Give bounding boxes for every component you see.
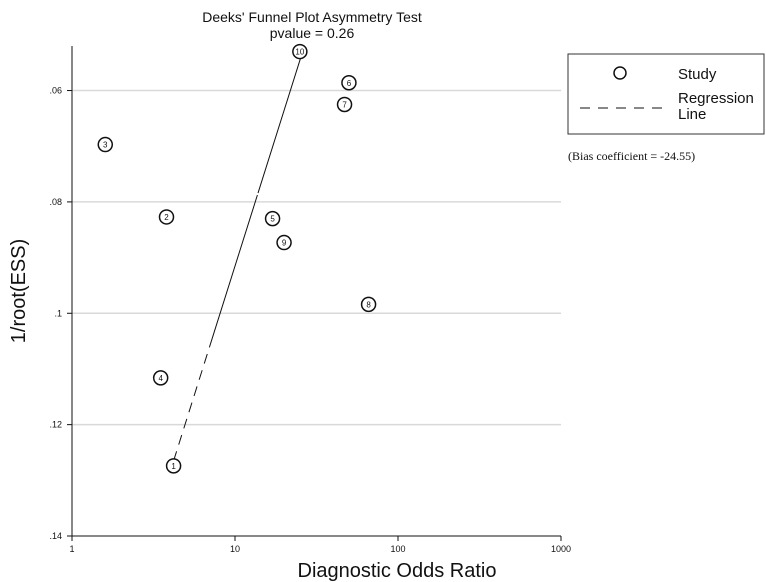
- legend-regression-label-2: Line: [678, 106, 706, 123]
- study-marker: [264, 210, 281, 227]
- legend-study-marker: [613, 66, 627, 80]
- study-label: 9: [282, 239, 287, 248]
- data-points: 1 2 3 4 5 6 7 8 9 10: [97, 43, 377, 474]
- regression-line-layer: [173, 51, 304, 461]
- study-point: 2: [158, 209, 175, 225]
- study-label: 10: [295, 48, 304, 57]
- bias-coefficient-note: (Bias coefficient = -24.55): [568, 149, 695, 163]
- y-axis-label: 1/root(ESS): [8, 239, 30, 343]
- study-marker: [152, 370, 169, 386]
- study-marker: [97, 136, 114, 153]
- study-point: 6: [341, 75, 357, 91]
- study-marker: [165, 458, 182, 474]
- x-tick-label: 10: [230, 544, 240, 554]
- study-point: 8: [360, 296, 377, 313]
- study-label: 7: [342, 100, 347, 109]
- study-point: 10: [292, 43, 308, 60]
- study-point: 7: [336, 96, 353, 113]
- study-label: 3: [103, 141, 108, 150]
- legend-box: [567, 53, 765, 135]
- study-marker: [158, 209, 175, 225]
- study-marker: [292, 43, 308, 60]
- x-tick-label: 1: [69, 544, 74, 554]
- regression-line: [211, 51, 304, 339]
- study-point: 9: [276, 234, 292, 251]
- chart-title: Deeks' Funnel Plot Asymmetry Test: [202, 9, 422, 25]
- x-tick-label: 100: [390, 544, 405, 554]
- y-tick-label: .12: [49, 420, 62, 430]
- study-marker: [360, 296, 377, 313]
- study-marker: [276, 234, 292, 251]
- study-label: 8: [366, 300, 371, 309]
- gridlines: [72, 89, 561, 426]
- chart-subtitle: pvalue = 0.26: [270, 25, 355, 41]
- study-marker: [336, 96, 353, 113]
- study-label: 1: [171, 462, 176, 471]
- study-label: 2: [164, 213, 169, 222]
- y-tick-label: .06: [49, 86, 62, 96]
- study-label: 4: [158, 374, 163, 383]
- study-marker: [341, 75, 357, 91]
- study-point: 4: [152, 370, 169, 386]
- axes: .06 .08 .1 .12 .14 1 10 100 1000: [49, 46, 571, 554]
- study-point: 5: [264, 210, 281, 227]
- study-point: 3: [97, 136, 114, 153]
- regression-line: [173, 337, 213, 461]
- legend-regression-label-1: Regression: [678, 90, 754, 107]
- legend-study-label: Study: [678, 66, 717, 83]
- y-tick-label: .08: [49, 197, 62, 207]
- y-tick-label: .1: [54, 308, 62, 318]
- study-point: 1: [165, 458, 182, 474]
- x-axis-label: Diagnostic Odds Ratio: [298, 560, 497, 582]
- study-label: 5: [270, 215, 275, 224]
- y-tick-label: .14: [49, 531, 62, 541]
- legend: Study Regression Line: [567, 53, 765, 135]
- x-tick-label: 1000: [551, 544, 571, 554]
- study-label: 6: [347, 79, 352, 88]
